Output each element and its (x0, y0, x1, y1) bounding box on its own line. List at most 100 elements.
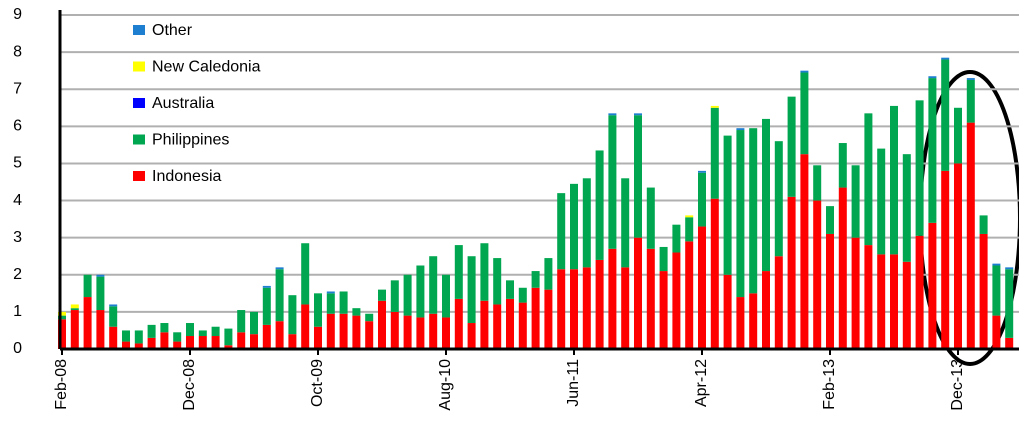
bar-segment (147, 337, 156, 349)
bar-segment (826, 233, 834, 349)
bar-segment (518, 287, 527, 303)
bar-segment (736, 297, 745, 349)
bar-segment (467, 323, 476, 349)
bar-segment (403, 274, 412, 316)
bar-segment (570, 269, 578, 349)
bar-segment (416, 265, 425, 318)
bar-segment (122, 330, 130, 342)
bar-segment (134, 343, 143, 349)
bar-segment (70, 304, 79, 309)
bar-segment (109, 304, 118, 307)
bar-segment (301, 243, 310, 305)
bar-segment (314, 293, 322, 327)
bar-segment (1005, 267, 1014, 270)
bar-segment (531, 287, 540, 349)
x-tick-label: Feb-13 (821, 359, 838, 410)
bar-segment (723, 135, 732, 275)
bar-segment (275, 269, 284, 322)
bar-segment (96, 276, 105, 311)
bar-segment (454, 245, 463, 299)
bar-segment (186, 323, 194, 337)
bar-segment (442, 274, 450, 318)
bar-segment (224, 328, 233, 346)
bar-segment (198, 336, 207, 349)
y-tick-label: 2 (13, 266, 22, 283)
legend-swatch (133, 61, 145, 72)
bar-segment (301, 304, 310, 349)
bar-segment (736, 130, 745, 298)
bar-segment (518, 302, 527, 349)
bar-segment (979, 233, 988, 349)
bar-segment (480, 243, 489, 301)
x-tick-label: Dec-13 (949, 359, 966, 411)
bar-segment (454, 298, 463, 349)
bar-segment (954, 163, 962, 349)
bar-segment (698, 226, 706, 349)
bar-segment (608, 113, 617, 116)
bar-segment (698, 170, 706, 173)
bar-segment (685, 241, 694, 349)
bar-segment (211, 326, 220, 337)
bar-segment (723, 274, 732, 349)
bar-segment (262, 287, 271, 325)
bar-segment (493, 258, 502, 305)
bar-segment (416, 317, 425, 349)
x-tick-label: Dec-08 (181, 359, 198, 411)
bar-segment (915, 100, 924, 236)
bar-segment (672, 224, 681, 253)
bar-segment (890, 105, 898, 255)
bar-segment (352, 308, 361, 316)
bar-segment (211, 336, 220, 349)
bar-segment (672, 252, 681, 349)
bar-segment (774, 256, 783, 349)
bar-segment (813, 200, 822, 349)
bar-segment (710, 105, 719, 108)
bar-segment (352, 315, 361, 349)
bar-segment (365, 313, 374, 322)
bar-segment (1005, 269, 1014, 338)
bar-segment (685, 217, 694, 242)
bar-segment (314, 326, 322, 349)
bar-segment (493, 304, 502, 349)
y-tick-label: 1 (13, 303, 22, 320)
bar-segment (224, 345, 233, 349)
bar-segment (557, 269, 566, 349)
bar-segment (198, 330, 207, 337)
bar-segment (890, 254, 898, 349)
bar-segment (326, 293, 335, 314)
bar-segment (762, 118, 770, 272)
y-tick-label: 0 (13, 340, 22, 357)
bar-segment (608, 115, 617, 249)
bar-segment (838, 143, 847, 188)
bar-segment (685, 215, 694, 218)
bar-segment (928, 78, 937, 223)
bar-segment (186, 336, 194, 349)
bar-segment (58, 315, 66, 320)
y-tick-label: 8 (13, 43, 22, 60)
bar-segment (877, 254, 886, 349)
bar-segment (979, 215, 988, 234)
bar-segment (762, 271, 770, 349)
bar-segment (902, 154, 911, 262)
bar-segment (70, 310, 79, 349)
bar-segment (109, 306, 118, 327)
bar-segment (262, 285, 271, 288)
bar-segment (58, 311, 66, 316)
bar-segment (480, 300, 489, 349)
bar-segment (826, 206, 834, 234)
bar-segment (646, 187, 655, 249)
bar-segment (941, 57, 950, 60)
bar-segment (467, 256, 476, 324)
bar-segment (122, 341, 130, 349)
bar-segment (646, 248, 655, 349)
bar-segment (941, 59, 950, 171)
bar-segment (634, 113, 642, 116)
bar-segment (429, 256, 438, 314)
y-tick-label: 3 (13, 229, 22, 246)
bar-segment (749, 128, 758, 294)
bar-segment (582, 178, 591, 268)
bar-segment (160, 323, 169, 333)
bar-segment (250, 311, 258, 335)
bar-segment (1005, 337, 1014, 349)
y-tick-label: 4 (13, 192, 22, 209)
